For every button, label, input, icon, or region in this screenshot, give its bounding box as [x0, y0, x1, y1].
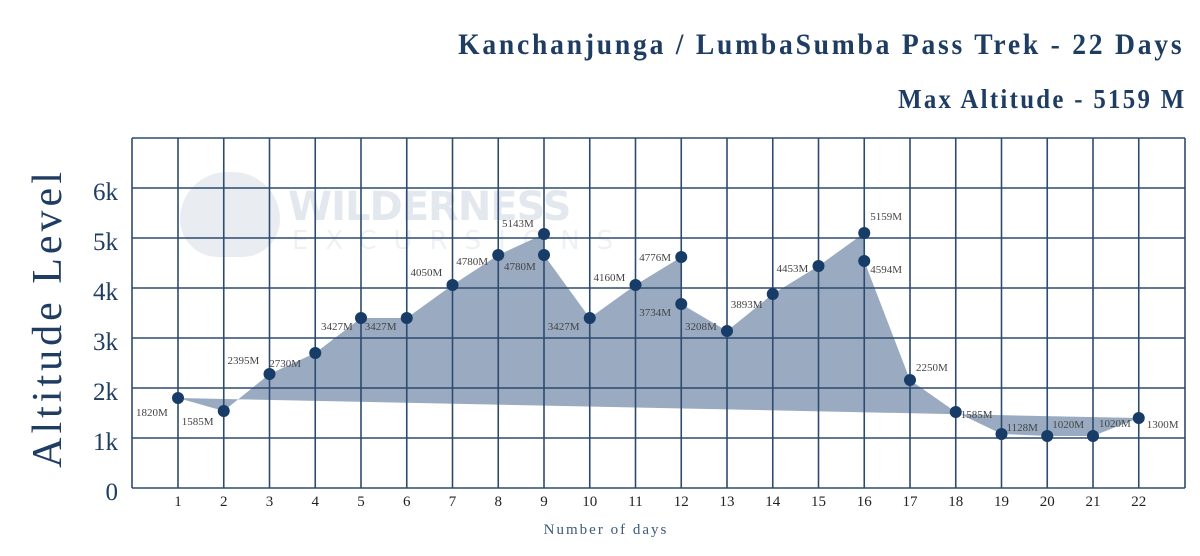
data-labels: 1820M 1585M 2395M 2730M 3427M 3427M 4050M 4780M…: [136, 211, 1179, 434]
x-tick-label: 20: [1040, 494, 1055, 510]
data-point-label: 4594M: [870, 264, 902, 276]
y-tick-label: 4k: [93, 279, 119, 306]
data-point-label: 1128M: [1007, 422, 1039, 434]
data-point-marker: [766, 288, 779, 300]
data-point-label: 5159M: [870, 211, 902, 223]
data-point-label: 4160M: [594, 272, 626, 284]
data-point-marker: [995, 428, 1008, 440]
data-point-marker: [629, 279, 642, 291]
data-point-label: 1020M: [1052, 419, 1084, 431]
data-point-marker: [904, 374, 916, 386]
x-tick-label: 5: [357, 494, 365, 510]
y-axis-ticks: 0 1k 2k 3k 4k 5k 6k: [93, 179, 119, 506]
data-point-marker: [1132, 412, 1145, 424]
x-tick-label: 4: [312, 494, 320, 510]
data-points: [172, 227, 1145, 442]
x-axis-ticks: 1 2 3 4 5 6 7 8 9 10 11 12 13 14 15 16 17 18 19 20 21 22: [174, 494, 1146, 510]
data-point-label: 3427M: [548, 321, 580, 333]
data-point-label: 3427M: [321, 321, 353, 333]
data-point-marker: [812, 260, 825, 272]
data-point-marker: [492, 249, 505, 261]
x-tick-label: 11: [628, 494, 642, 510]
x-tick-label: 3: [266, 494, 274, 510]
data-point-marker: [355, 312, 367, 324]
chart-subtitle: Max Altitude - 5159 M: [897, 84, 1186, 114]
data-point-marker: [949, 406, 962, 418]
data-point-label: 1585M: [182, 416, 214, 428]
x-axis-label: Number of days: [543, 522, 669, 538]
data-point-marker: [858, 227, 871, 239]
data-point-marker: [1041, 430, 1054, 442]
x-tick-label: 18: [948, 494, 963, 510]
data-point-label: 1020M: [1099, 418, 1131, 430]
y-tick-label: 3k: [93, 329, 119, 356]
data-point-label: 1820M: [136, 407, 168, 419]
data-point-marker: [675, 251, 688, 263]
data-point-label: 3893M: [731, 299, 763, 311]
altitude-fill: [178, 233, 1139, 436]
x-tick-label: 21: [1086, 494, 1101, 510]
x-tick-label: 2: [220, 494, 228, 510]
y-tick-label: 2k: [93, 379, 119, 406]
data-point-label: 2395M: [228, 355, 260, 367]
data-point-marker: [400, 312, 413, 324]
data-point-label: 4453M: [777, 263, 809, 275]
data-point-marker: [858, 255, 871, 267]
x-tick-label: 12: [674, 494, 689, 510]
data-point-marker: [675, 298, 688, 310]
data-point-label: 2730M: [269, 358, 301, 370]
x-tick-label: 8: [495, 494, 503, 510]
data-point-label: 1300M: [1147, 419, 1179, 431]
data-point-label: 1585M: [961, 409, 993, 421]
x-tick-label: 17: [903, 494, 919, 510]
x-tick-label: 13: [720, 494, 735, 510]
data-point-label: 4050M: [411, 267, 443, 279]
data-point-label: 3427M: [365, 321, 397, 333]
y-tick-label: 1k: [93, 429, 119, 456]
data-point-marker: [1087, 430, 1099, 442]
x-tick-label: 9: [540, 494, 548, 510]
y-tick-label: 6k: [93, 179, 119, 206]
x-tick-label: 7: [449, 494, 457, 510]
data-point-label: 4780M: [504, 261, 536, 273]
x-tick-label: 14: [765, 494, 781, 510]
x-tick-label: 19: [994, 494, 1009, 510]
data-point-label: 4776M: [639, 252, 671, 264]
data-point-marker: [263, 368, 276, 380]
x-tick-label: 22: [1131, 494, 1146, 510]
x-tick-label: 16: [857, 494, 873, 510]
data-point-marker: [721, 325, 733, 337]
x-tick-label: 15: [811, 494, 826, 510]
data-point-label: 4780M: [456, 256, 488, 268]
x-tick-label: 1: [174, 494, 182, 510]
x-tick-label: 6: [403, 494, 411, 510]
x-tick-label: 10: [582, 494, 597, 510]
data-point-marker: [583, 312, 596, 324]
data-point-marker: [538, 249, 550, 261]
y-tick-label: 5k: [93, 229, 119, 256]
altitude-area: [178, 233, 1139, 436]
data-point-marker: [538, 228, 550, 240]
y-tick-label: 0: [106, 479, 119, 506]
data-point-label: 3208M: [685, 321, 717, 333]
data-point-marker: [309, 347, 322, 359]
data-point-marker: [217, 405, 230, 417]
data-point-label: 2250M: [916, 362, 948, 374]
data-point-marker: [172, 392, 184, 404]
data-point-marker: [446, 279, 459, 291]
data-point-label: 5143M: [502, 218, 534, 230]
chart-title: Kanchanjunga / LumbaSumba Pass Trek - 22…: [457, 28, 1184, 61]
chart-grid: [131, 137, 1186, 489]
data-point-label: 3734M: [639, 307, 671, 319]
